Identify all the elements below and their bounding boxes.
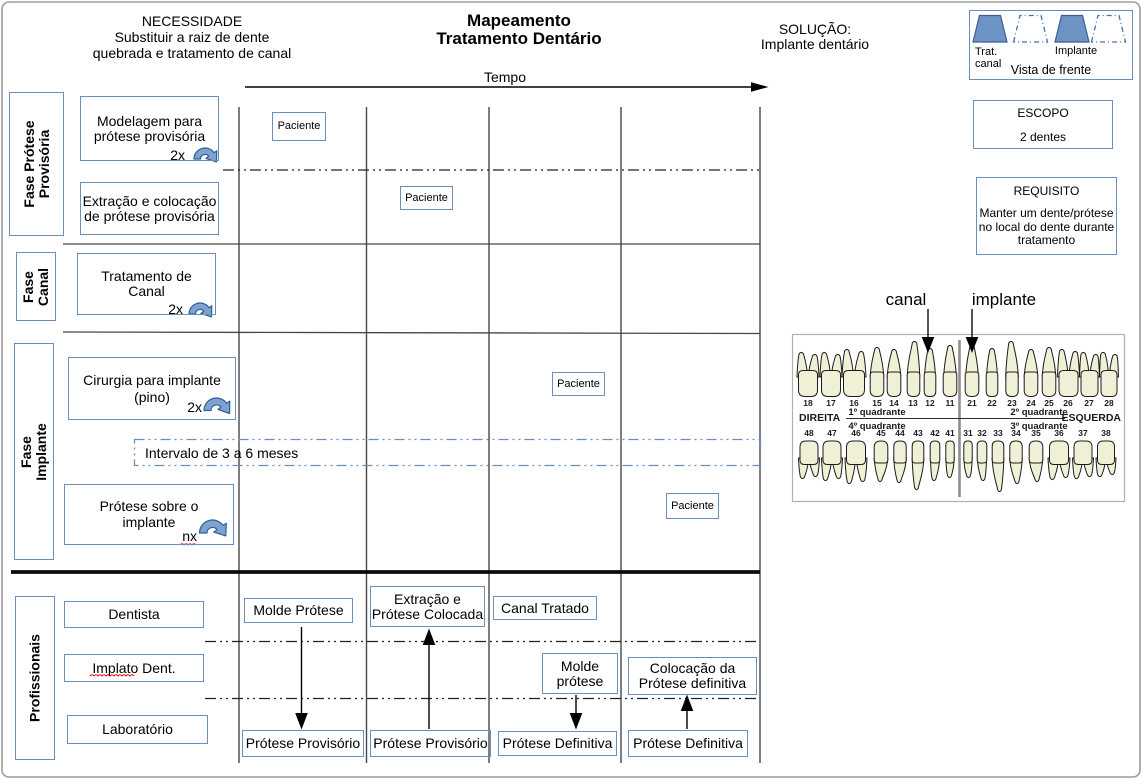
- svg-text:45: 45: [876, 428, 886, 438]
- svg-text:36: 36: [1054, 428, 1064, 438]
- svg-text:14: 14: [889, 398, 899, 408]
- svg-text:4º quadrante: 4º quadrante: [848, 421, 905, 432]
- svg-text:31: 31: [963, 428, 973, 438]
- svg-text:16: 16: [849, 398, 859, 408]
- svg-text:11: 11: [946, 398, 955, 408]
- svg-text:46: 46: [851, 428, 861, 438]
- svg-text:12: 12: [925, 398, 935, 408]
- svg-text:2º quadrante: 2º quadrante: [1010, 407, 1067, 418]
- svg-text:37: 37: [1078, 428, 1088, 438]
- svg-text:41: 41: [945, 428, 955, 438]
- svg-text:17: 17: [826, 398, 836, 408]
- svg-text:15: 15: [872, 398, 882, 408]
- svg-text:35: 35: [1031, 428, 1041, 438]
- svg-text:23: 23: [1007, 398, 1017, 408]
- svg-text:18: 18: [803, 398, 813, 408]
- svg-text:28: 28: [1104, 398, 1114, 408]
- svg-text:ESQUERDA: ESQUERDA: [1061, 412, 1121, 424]
- svg-text:25: 25: [1044, 398, 1054, 408]
- svg-text:1º quadrante: 1º quadrante: [848, 407, 905, 418]
- svg-text:47: 47: [827, 428, 837, 438]
- svg-text:44: 44: [895, 428, 905, 438]
- svg-text:27: 27: [1084, 398, 1094, 408]
- svg-text:13: 13: [908, 398, 918, 408]
- svg-text:21: 21: [967, 398, 977, 408]
- svg-text:34: 34: [1011, 428, 1021, 438]
- svg-text:48: 48: [804, 428, 814, 438]
- svg-text:43: 43: [913, 428, 923, 438]
- svg-text:24: 24: [1026, 398, 1036, 408]
- svg-text:32: 32: [977, 428, 987, 438]
- svg-text:DIREITA: DIREITA: [799, 412, 841, 424]
- svg-text:26: 26: [1063, 398, 1073, 408]
- svg-text:33: 33: [993, 428, 1003, 438]
- svg-text:22: 22: [987, 398, 997, 408]
- svg-text:38: 38: [1101, 428, 1111, 438]
- svg-text:42: 42: [930, 428, 940, 438]
- svg-text:3º quadrante: 3º quadrante: [1010, 421, 1067, 432]
